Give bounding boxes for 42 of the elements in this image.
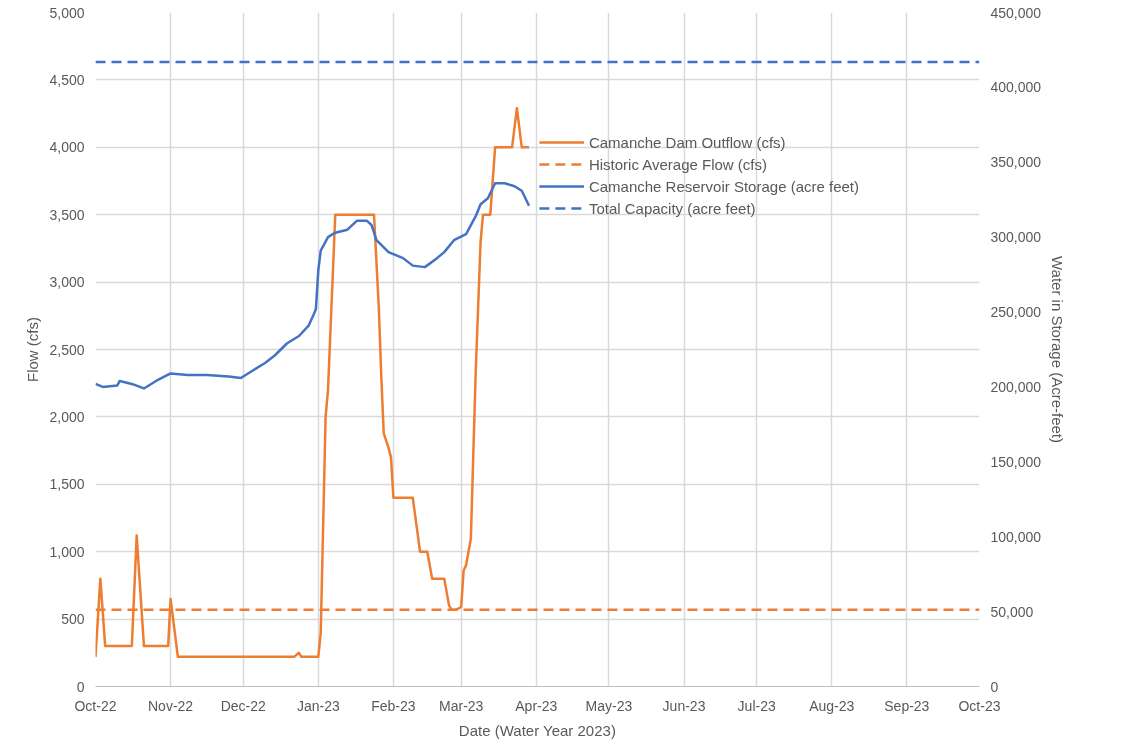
y-tick-label: 2,000 [49,408,85,425]
legend-label: Camanche Reservoir Storage (acre feet) [588,177,859,195]
y2-axis-title: Water in Storage (Acre-feet) [1049,256,1067,444]
y2-tick-label: 250,000 [990,304,1042,321]
y-tick-label: 4,500 [49,71,85,88]
y-tick-label: 1,500 [49,476,85,493]
y2-tick-label: 300,000 [990,229,1042,246]
y2-tick-label: 450,000 [990,4,1042,21]
y2-tick-label: 200,000 [990,378,1042,395]
legend-label: Historic Average Flow (cfs) [588,155,767,173]
y-tick-label: 5,000 [49,4,85,21]
x-tick-label: Jan-23 [296,697,340,714]
y-tick-label: 3,000 [49,274,85,291]
x-tick-label: Apr-23 [515,697,558,714]
y-tick-label: 500 [61,611,85,628]
x-tick-label: Feb-23 [371,697,416,714]
legend-label: Camanche Dam Outflow (cfs) [588,133,786,151]
y-tick-label: 4,000 [49,139,85,156]
y-tick-label: 1,000 [49,543,85,560]
y-tick-label: 3,500 [49,206,85,223]
x-tick-label: Dec-22 [220,697,267,714]
y2-tick-label: 400,000 [990,79,1042,96]
x-tick-label: Jun-23 [662,697,706,714]
x-tick-label: Jul-23 [737,697,776,714]
x-tick-label: Nov-22 [148,697,194,714]
y-tick-label: 0 [76,678,85,695]
y2-tick-label: 100,000 [990,528,1042,545]
line-series [95,182,531,390]
x-tick-label: Oct-22 [74,697,117,714]
x-tick-label: Mar-23 [439,697,484,714]
x-axis-title: Date (Water Year 2023) [458,721,616,739]
y-tick-label: 2,500 [49,341,85,358]
x-tick-label: Oct-23 [958,697,1001,714]
y2-tick-label: 50,000 [990,603,1034,620]
x-tick-label: Aug-23 [809,697,855,714]
x-tick-label: Sep-23 [884,697,930,714]
y2-tick-label: 0 [990,678,999,695]
y2-tick-label: 350,000 [990,154,1042,171]
y-axis-title: Flow (cfs) [24,317,42,382]
x-tick-label: May-23 [585,697,633,714]
y2-tick-label: 150,000 [990,453,1042,470]
legend-label: Total Capacity (acre feet) [588,199,756,217]
